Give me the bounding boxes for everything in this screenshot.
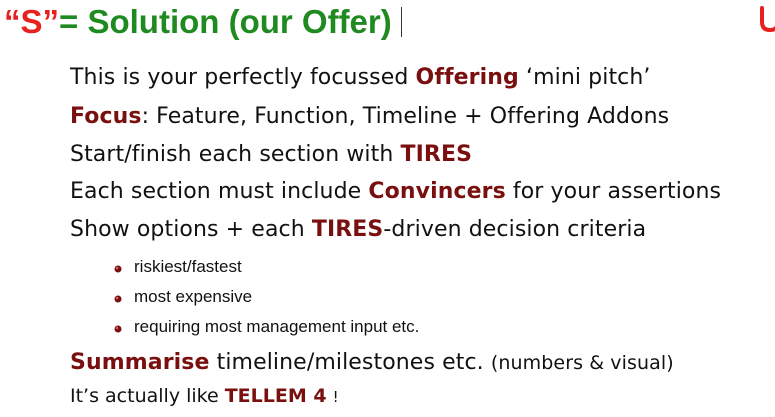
line-summary: Summarise timeline/milestones etc. (numb… — [70, 348, 674, 378]
line-tellem-text: It’s actually like — [70, 385, 225, 407]
list-item: riskiest/fastest — [114, 256, 242, 278]
line-convincers-highlight: Convincers — [368, 179, 506, 204]
slide-title: “S” = Solution (our Offer) — [4, 2, 402, 42]
line-tires-text: Start/finish each section with — [70, 142, 401, 167]
line-summary-text: timeline/milestones etc. — [209, 350, 491, 375]
bullet-text: requiring most management input etc. — [134, 317, 420, 336]
line-options-tail: -driven decision criteria — [383, 217, 647, 242]
bullet-icon — [114, 295, 122, 303]
line-focus: Focus: Feature, Function, Timeline + Off… — [70, 102, 669, 132]
title-s-part: “S” — [4, 3, 60, 40]
list-item: most expensive — [114, 286, 252, 308]
line-tires-highlight: TIRES — [400, 142, 473, 167]
line-offering: This is your perfectly focussed Offering… — [70, 63, 651, 93]
line-options-highlight: TIRES — [311, 217, 384, 242]
line-summary-highlight: Summarise — [70, 350, 210, 375]
line-focus-text: : Feature, Function, Timeline + Offering… — [141, 104, 670, 129]
title-rest-part: = Solution (our Offer) — [59, 3, 392, 40]
line-offering-tail: ‘mini pitch’ — [518, 65, 651, 90]
red-u-logo-icon — [760, 6, 775, 33]
line-options: Show options + each TIRES-driven decisio… — [70, 215, 646, 245]
line-options-text: Show options + each — [70, 217, 312, 242]
bullet-text: most expensive — [134, 287, 253, 306]
line-focus-highlight: Focus — [70, 104, 142, 129]
bullet-icon — [114, 325, 122, 333]
line-offering-highlight: Offering — [415, 65, 519, 90]
list-item: requiring most management input etc. — [114, 316, 419, 338]
line-tellem-highlight: TELLEM 4 — [224, 385, 327, 407]
line-tellem-bang: ! — [332, 388, 339, 406]
line-tellem: It’s actually like TELLEM 4! — [70, 383, 339, 410]
line-summary-paren: (numbers & visual) — [490, 352, 674, 374]
line-convincers: Each section must include Convincers for… — [70, 177, 721, 207]
text-cursor — [400, 7, 402, 37]
line-convincers-text: Each section must include — [70, 179, 369, 204]
bullet-text: riskiest/fastest — [134, 257, 242, 276]
line-offering-text: This is your perfectly focussed — [70, 65, 416, 90]
line-tires: Start/finish each section with TIRES — [70, 140, 472, 170]
bullet-icon — [114, 265, 122, 273]
line-convincers-tail: for your assertions — [505, 179, 722, 204]
